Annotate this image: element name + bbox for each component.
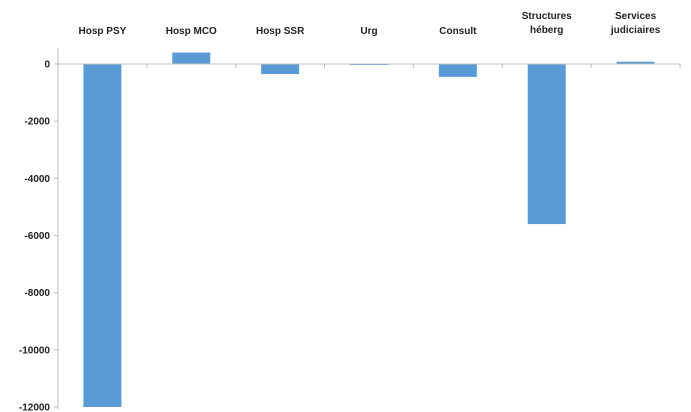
y-tick-label: -10000: [19, 345, 51, 356]
category-label-line: Hosp PSY: [79, 26, 127, 37]
y-tick-label: 0: [44, 60, 50, 71]
category-axis: Hosp PSY Hosp MCO Hosp SSR Urg Consult Struct…: [57, 11, 681, 68]
category-label: Hosp SSR: [256, 26, 305, 37]
category-label-line: Hosp SSR: [256, 26, 305, 37]
category-label: Urg: [360, 26, 377, 37]
bar: [261, 64, 300, 75]
y-tick-label: -4000: [24, 174, 50, 185]
bars: [83, 52, 655, 407]
category-label: Consult: [439, 26, 477, 37]
bar: [438, 64, 477, 77]
category-label-line: judiciaires: [610, 25, 661, 36]
y-axis: 0 -2000 -4000 -6000 -8000 -10000 -12000: [19, 48, 59, 412]
category-label: Hosp PSY: [79, 26, 127, 37]
category-label-line: Consult: [439, 26, 477, 37]
category-label-line: Structures: [522, 11, 572, 22]
bar: [172, 52, 211, 64]
y-tick-label: -2000: [24, 117, 50, 128]
category-label: Services judiciaires: [610, 11, 661, 36]
category-label-line: Hosp MCO: [166, 26, 217, 37]
category-label-line: Services: [615, 11, 657, 22]
bar: [527, 64, 566, 225]
category-label: Structures héberg: [522, 11, 572, 36]
category-label-line: Urg: [360, 26, 377, 37]
bar: [616, 61, 655, 64]
y-tick-label: -12000: [19, 403, 51, 412]
bar: [83, 64, 122, 407]
y-tick-label: -6000: [24, 231, 50, 242]
y-tick-label: -8000: [24, 288, 50, 299]
category-label: Hosp MCO: [166, 26, 217, 37]
category-label-line: héberg: [530, 25, 563, 36]
